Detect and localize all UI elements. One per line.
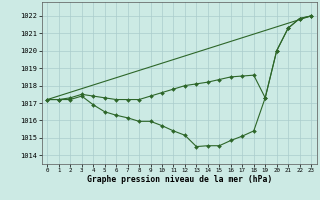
X-axis label: Graphe pression niveau de la mer (hPa): Graphe pression niveau de la mer (hPa) (87, 175, 272, 184)
